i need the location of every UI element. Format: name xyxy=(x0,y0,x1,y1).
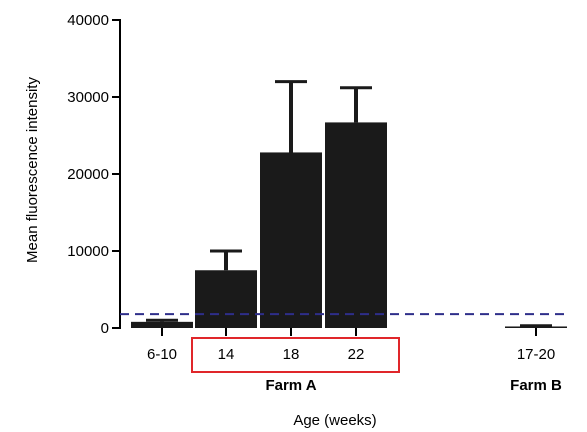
x-ticks: 6-10 14 18 22 17-20 xyxy=(147,328,555,363)
highlight-box xyxy=(191,337,400,373)
x-axis-title: Age (weeks) xyxy=(293,412,376,429)
group-label: Farm B xyxy=(510,377,562,394)
x-tick-label: 18 xyxy=(283,346,300,363)
bar xyxy=(505,326,567,328)
x-tick-label: 22 xyxy=(348,346,365,363)
y-tick-label: 30000 xyxy=(67,89,109,106)
bar xyxy=(260,152,322,328)
y-axis-title: Mean fluorescence intensity xyxy=(24,77,41,263)
bar xyxy=(195,270,257,328)
group-label: Farm A xyxy=(265,377,316,394)
y-tick-label: 40000 xyxy=(67,12,109,29)
x-tick-label: 6-10 xyxy=(147,346,177,363)
group-labels: Farm A Farm B xyxy=(265,377,562,394)
x-tick-label: 17-20 xyxy=(517,346,555,363)
bar xyxy=(131,321,193,328)
bar xyxy=(325,122,387,328)
y-tick-label: 0 xyxy=(101,320,109,337)
error-bars xyxy=(146,80,552,328)
y-tick-label: 20000 xyxy=(67,166,109,183)
y-axis: 0 10000 20000 30000 40000 xyxy=(67,12,121,337)
y-tick-label: 10000 xyxy=(67,243,109,260)
bars xyxy=(131,122,567,328)
x-tick-label: 14 xyxy=(218,346,235,363)
